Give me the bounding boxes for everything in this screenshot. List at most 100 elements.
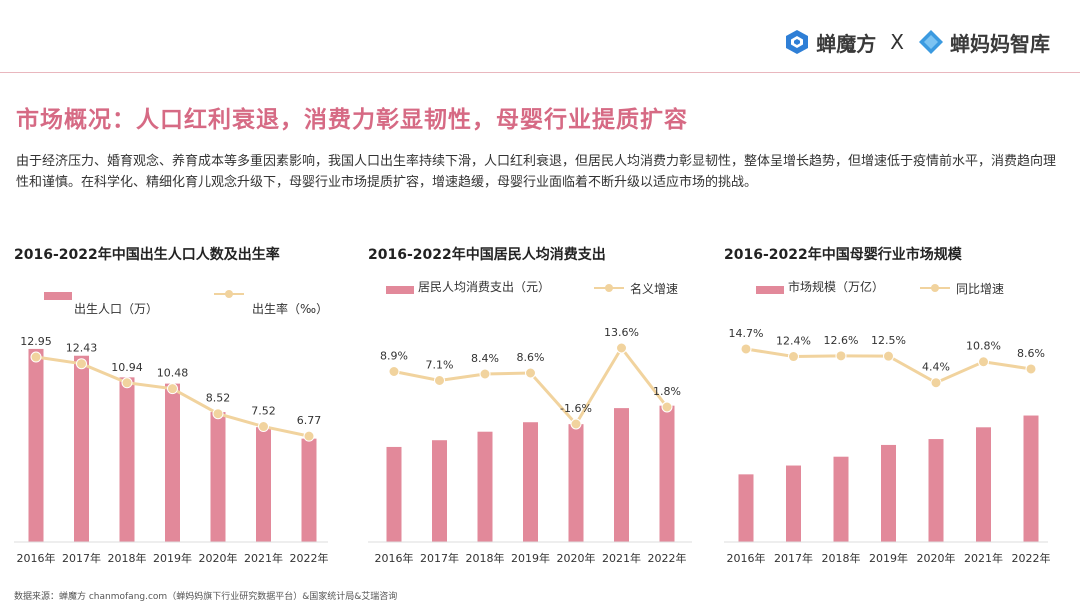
cube-logo-icon [786,30,809,54]
legend-line-swatch [594,283,624,293]
data-label: 10.48 [157,367,189,380]
data-label: 7.52 [251,405,276,418]
bar [786,465,801,542]
x-tick-label: 2016年 [17,551,56,565]
intro-paragraph: 由于经济压力、婚育观念、养育成本等多重因素影响，我国人口出生率持续下滑，人口红利… [16,154,1057,190]
data-label: 12.6% [824,334,859,347]
x-tick-label: 2018年 [466,551,505,565]
chart-panel-births: 2016-2022年中国出生人口人数及出生率 出生人口（万） 出生率（‰） 12… [14,246,334,576]
data-label: 7.1% [426,359,454,372]
brand-left-name: 蝉魔方 [816,31,877,56]
chart-panel-consumption: 2016-2022年中国居民人均消费支出 居民人均消费支出（元） 名义增速 8.… [368,246,698,576]
legend-bar-label: 市场规模（万亿） [788,280,885,294]
x-tick-label: 2018年 [822,551,861,565]
line-point [1025,363,1037,375]
chanmofang-logo: 蝉魔方 [784,28,876,57]
chanmama-logo: 蝉妈妈智库 [918,28,1050,57]
legend-line [214,286,244,300]
data-label: 8.9% [380,350,408,363]
line-point [978,356,989,368]
x-tick-label: 2019年 [511,551,550,565]
chart-title: 2016-2022年中国母婴行业市场规模 [724,247,962,263]
line-point [740,343,752,355]
bar [659,405,675,542]
brand-separator: X [890,30,904,54]
x-tick-label: 2019年 [869,551,908,565]
line-point [661,401,673,413]
data-label: 12.43 [66,342,98,355]
data-label: 14.7% [729,327,764,340]
chart-title: 2016-2022年中国出生人口人数及出生率 [14,247,280,263]
line-point [76,358,87,370]
data-label: 6.77 [297,414,322,427]
line-point [388,366,400,377]
line-point [525,367,536,379]
brand-bar: 蝉魔方 X 蝉妈妈智库 [784,22,1050,62]
legend-line-label: 同比增速 [956,282,1005,296]
x-tick-label: 2020年 [917,551,956,565]
data-label: 12.5% [871,334,906,347]
bar [210,412,226,542]
line-point [258,421,269,433]
line-point [616,342,627,354]
legend-bar-swatch [386,285,414,294]
data-label: -1.6% [560,402,592,415]
line-point [434,375,445,386]
legend-line-label: 名义增速 [630,282,679,296]
legend-line-label: 出生率（‰） [252,302,329,316]
data-label: 8.6% [1017,347,1045,360]
x-tick-label: 2017年 [774,551,813,565]
x-tick-label: 2018年 [108,551,147,565]
x-tick-label: 2020年 [199,551,238,565]
x-tick-label: 2017年 [420,551,459,565]
line-point [788,351,799,363]
bar [1023,415,1039,542]
x-tick-label: 2021年 [964,551,1003,565]
bar [386,446,402,542]
data-label: 12.95 [20,335,52,348]
line-point [930,377,942,389]
x-tick-label: 2016年 [727,551,766,565]
bar [301,438,317,542]
bar [614,408,629,542]
line-point [167,383,178,395]
legend-bar [44,288,72,302]
source-footer: 数据来源：蝉魔方 chanmofang.com（蝉妈妈旗下行业研究数据平台）&国… [14,592,398,602]
bar [165,383,180,542]
bar [833,456,849,542]
data-label: 10.94 [111,361,143,374]
bar [432,440,447,542]
legend-bar-swatch [44,291,72,300]
bar [256,427,271,542]
diamond-logo-icon [919,30,943,54]
data-label: 8.52 [206,392,231,405]
line-point [212,408,224,420]
legend-bar-label: 出生人口（万） [74,302,159,316]
legend-line-swatch [214,289,244,299]
bar [881,444,896,542]
x-tick-label: 2021年 [244,551,283,565]
chart-svg: 14.7% 12.4% 12.6% 12.5% 4.4% 10.8% 8.6% 2016年 20… [724,327,1051,565]
x-tick-label: 2022年 [648,551,687,565]
data-label: 8.4% [471,352,499,365]
line-point [479,368,491,380]
x-tick-label: 2021年 [602,551,641,565]
line-point [570,418,582,430]
bar [477,431,493,542]
line-point [30,351,42,363]
data-label: 10.8% [966,340,1001,353]
bar [523,422,538,542]
chart-svg: 12.95 12.43 10.94 10.48 8.52 7.52 6.77 2016年 201… [14,335,329,565]
data-label: 8.6% [517,351,545,364]
line-point [121,377,133,389]
brand-right-name: 蝉妈妈智库 [950,31,1050,56]
bar [928,439,944,542]
bar [568,424,584,542]
legend-line [594,280,624,294]
legend-bar-swatch [756,285,784,294]
legend-line-swatch [920,283,950,293]
x-tick-label: 2022年 [290,551,329,565]
header-divider [0,72,1080,73]
legend-bar [756,282,784,296]
bar [738,474,754,542]
